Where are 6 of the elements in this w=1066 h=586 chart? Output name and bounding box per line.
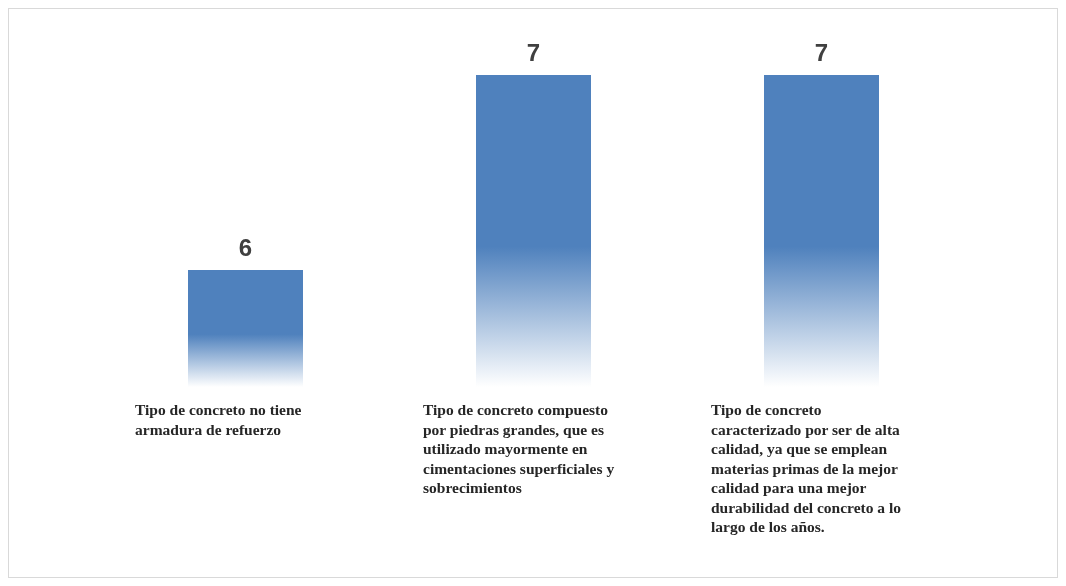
x-tick-label: Tipo de concreto compuesto por piedras grandes, que es utilizado mayormente en cimentaciones superficiales y sobrecimientos (423, 401, 615, 496)
x-tick-label: Tipo de concreto no tiene armadura de refuerzo (135, 401, 302, 438)
data-label: 7 (814, 39, 829, 66)
data-label: 7 (526, 39, 541, 66)
x-tick-label: Tipo de concreto caracterizado por ser de alta calidad, ya que se emplean materias primas de la mejor calidad para una mejor durabilidad del concreto a lo largo de los años. (711, 401, 902, 535)
data-label: 6 (238, 234, 253, 261)
